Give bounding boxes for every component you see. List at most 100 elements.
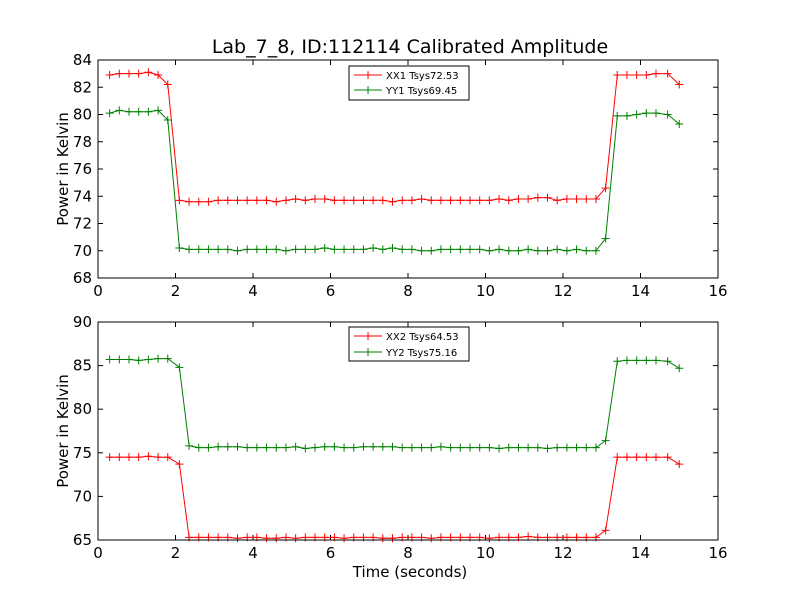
bottom-plot-panel: Power in Kelvin Time (seconds) 0 2 4 6 8 10 12… [54,313,728,581]
top-series-1-point [115,69,124,78]
top-x-tick-label: 6 [326,282,336,300]
top-series-1-point [572,194,581,203]
top-series-1-point [456,196,465,205]
bottom-series-1-point [163,453,172,462]
top-series-2-point [601,234,610,243]
bottom-legend-box [348,326,470,362]
bottom-y-tick-label: 80 [73,400,92,418]
bottom-series-2-point [105,355,114,364]
bottom-series-2-point [495,444,504,453]
top-series-2-point [553,245,562,254]
top-y-tick-label: 70 [73,242,92,260]
top-series-2-point [125,107,133,116]
top-series-1-point [369,196,378,205]
bottom-series-2-point [388,442,397,451]
bottom-series-1-point [125,453,133,462]
bottom-series-2-point [533,443,542,452]
top-series-1-point [330,196,339,205]
bottom-series-1-point [175,460,184,469]
top-series-1-point [233,196,242,205]
top-y-axis-label: Power in Kelvin [54,112,72,226]
top-series-1-point [504,196,513,205]
top-series-2-point [291,245,300,254]
bottom-series-2-point [185,441,194,450]
top-series-1-point [485,196,494,205]
bottom-series-2-point [622,356,631,365]
bottom-series-1-point [272,534,281,543]
top-x-tick-label: 10 [476,282,495,300]
top-series-1-point [349,196,358,205]
bottom-series-1-point [601,526,610,535]
bottom-legend-label-xx2: XX2 Tsys64.53 [386,332,459,343]
top-x-tick-label: 12 [553,282,572,300]
top-series-1-point [446,196,455,205]
top-series-1-point [417,194,426,203]
bottom-series-2-point [223,442,232,451]
top-series-2-point [446,245,455,254]
top-series-1-point [427,196,436,205]
top-series-2-point [262,245,271,254]
bottom-series-2-point [163,354,172,363]
bottom-series-1-point [291,534,300,543]
bottom-series-group [105,354,684,543]
top-series-2-point [407,245,416,254]
top-x-tick-label: 0 [93,282,103,300]
bottom-series-2-point [252,443,261,452]
top-series-2-point [301,245,310,254]
bottom-series-2-point [675,364,684,373]
bottom-series-2-point [572,443,581,452]
top-series-1-point [495,194,504,203]
top-series-2-point [504,246,513,255]
bottom-series-1-point [622,453,631,462]
bottom-series-1-point [144,452,153,461]
bottom-series-2-point [340,443,349,452]
top-series-2-point [652,109,660,118]
top-series-2-point [359,245,368,254]
top-y-tick-label: 76 [73,160,92,178]
bottom-series-2-point [485,443,494,452]
bottom-series-2-point [562,443,571,452]
top-series-1-point [243,196,252,205]
top-series-2-point [582,246,591,255]
bottom-y-axis-label: Power in Kelvin [54,374,72,488]
bottom-legend-marker-yy2: + [363,345,373,359]
top-series-1-point [582,194,591,203]
bottom-series-2-point [582,443,591,452]
bottom-series-2-point [369,442,378,451]
bottom-series-2-point [262,443,271,452]
top-series-2-point [349,245,358,254]
bottom-series-2-point [514,443,523,452]
top-series-1-point [675,80,684,89]
top-series-1-point [533,193,542,202]
top-series-2-point [311,245,319,254]
bottom-x-tick-label: 10 [476,544,495,562]
top-series-2-point [466,245,474,254]
top-series-1-point [291,194,300,203]
bottom-series-2-point [436,442,445,451]
top-series-2-point [514,246,523,255]
top-series-1-point [562,194,571,203]
top-series-1-point [388,197,397,206]
top-series-2-point [223,245,232,254]
top-series-2-point [134,107,143,116]
top-series-2-point [185,245,194,254]
bottom-series-2-point [134,356,143,365]
top-plot-panel: Lab_7_8, ID:112114 Calibrated Amplitude … [54,36,728,300]
bottom-series-1-point [675,460,684,469]
bottom-series-1-point [134,453,143,462]
bottom-x-tick-label: 0 [93,544,103,562]
bottom-series-2-point [663,357,672,366]
top-series-1-point [340,196,349,205]
bottom-series-2-point [291,442,300,451]
bottom-y-tick-label: 85 [73,357,92,375]
top-series-2-point [243,245,252,254]
top-series-2-point [281,246,290,255]
bottom-series-2-point [214,442,223,451]
top-series-1-point [642,70,651,79]
top-series-2-point [214,245,223,254]
bottom-series-1-point [613,453,622,462]
top-x-tick-label: 14 [631,282,650,300]
top-series-1-point [601,184,610,193]
top-series-1-point [272,197,281,206]
